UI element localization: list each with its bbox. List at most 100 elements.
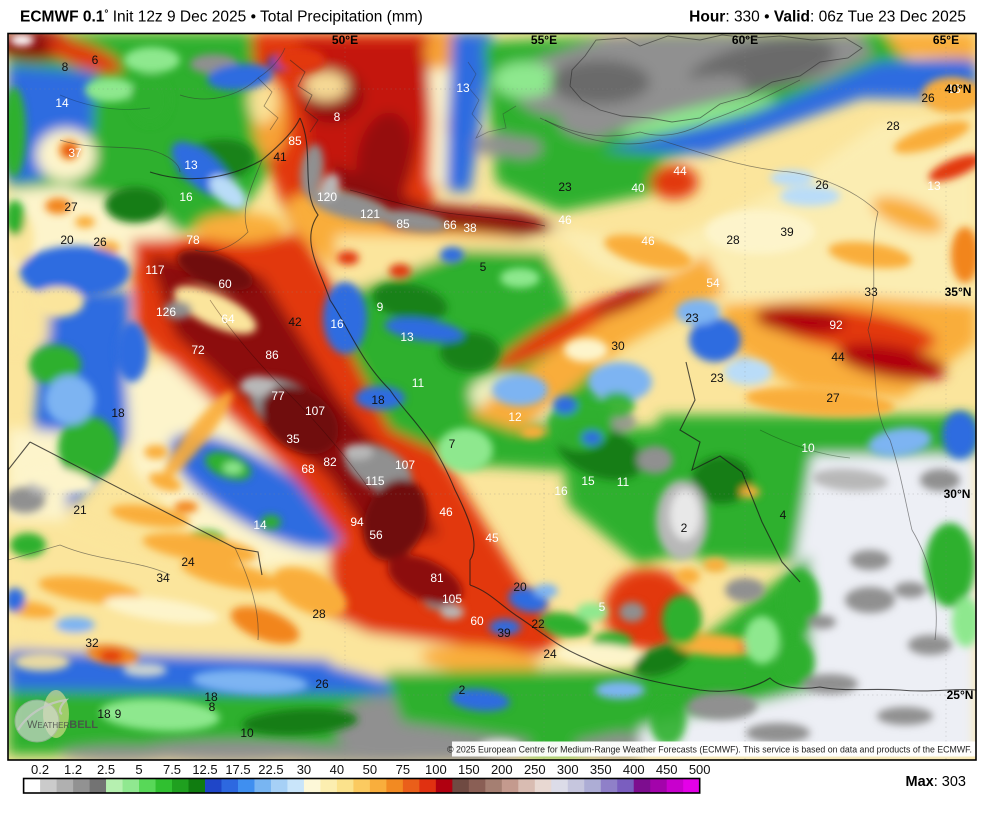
svg-text:68: 68 bbox=[301, 462, 315, 476]
svg-text:60: 60 bbox=[470, 614, 484, 628]
svg-text:2.5: 2.5 bbox=[97, 762, 115, 777]
svg-text:82: 82 bbox=[323, 455, 337, 469]
svg-text:41: 41 bbox=[273, 150, 287, 164]
svg-text:115: 115 bbox=[365, 474, 384, 488]
svg-text:28: 28 bbox=[312, 607, 326, 621]
svg-text:126: 126 bbox=[156, 305, 176, 319]
svg-text:250: 250 bbox=[524, 762, 546, 777]
svg-text:5: 5 bbox=[135, 762, 142, 777]
svg-text:9: 9 bbox=[115, 707, 122, 721]
svg-text:13: 13 bbox=[947, 82, 961, 96]
svg-text:64: 64 bbox=[221, 312, 235, 326]
svg-text:121: 121 bbox=[360, 207, 380, 221]
svg-text:42: 42 bbox=[288, 315, 302, 329]
svg-text:94: 94 bbox=[350, 515, 364, 529]
svg-text:38: 38 bbox=[463, 221, 477, 235]
svg-text:7: 7 bbox=[449, 437, 456, 451]
svg-text:24: 24 bbox=[181, 555, 195, 569]
svg-text:27: 27 bbox=[826, 391, 840, 405]
svg-text:8: 8 bbox=[334, 110, 341, 124]
svg-text:23: 23 bbox=[685, 311, 699, 325]
svg-text:78: 78 bbox=[186, 233, 200, 247]
svg-text:22: 22 bbox=[531, 617, 545, 631]
svg-text:66: 66 bbox=[443, 218, 457, 232]
svg-text:44: 44 bbox=[831, 350, 845, 364]
svg-text:5: 5 bbox=[480, 260, 487, 274]
svg-text:14: 14 bbox=[253, 518, 267, 532]
svg-text:81: 81 bbox=[430, 571, 444, 585]
svg-text:7.5: 7.5 bbox=[163, 762, 181, 777]
svg-text:11: 11 bbox=[412, 376, 425, 390]
svg-text:8: 8 bbox=[209, 700, 216, 714]
svg-text:39: 39 bbox=[780, 225, 794, 239]
svg-text:Max: 303: Max: 303 bbox=[906, 774, 966, 790]
svg-text:107: 107 bbox=[305, 404, 325, 418]
svg-text:27: 27 bbox=[64, 200, 78, 214]
svg-text:28: 28 bbox=[726, 233, 740, 247]
svg-text:117: 117 bbox=[145, 263, 164, 277]
svg-text:50: 50 bbox=[363, 762, 377, 777]
svg-text:ECMWF 0.1° Init 12z 9 Dec 2025: ECMWF 0.1° Init 12z 9 Dec 2025 • Total P… bbox=[20, 9, 423, 26]
svg-text:30: 30 bbox=[297, 762, 311, 777]
svg-text:21: 21 bbox=[73, 503, 87, 517]
svg-text:28: 28 bbox=[886, 119, 900, 133]
svg-text:6: 6 bbox=[92, 53, 99, 67]
svg-text:86: 86 bbox=[265, 348, 279, 362]
svg-text:25°N: 25°N bbox=[947, 688, 974, 702]
svg-text:8: 8 bbox=[62, 60, 69, 74]
svg-text:56: 56 bbox=[369, 528, 383, 542]
svg-text:150: 150 bbox=[458, 762, 480, 777]
svg-text:5: 5 bbox=[599, 600, 606, 614]
svg-text:60: 60 bbox=[218, 277, 232, 291]
svg-text:35: 35 bbox=[286, 432, 300, 446]
svg-text:65°E: 65°E bbox=[933, 33, 959, 47]
svg-text:13: 13 bbox=[184, 158, 198, 172]
svg-text:9: 9 bbox=[377, 300, 384, 314]
svg-text:72: 72 bbox=[191, 343, 205, 357]
svg-text:12: 12 bbox=[508, 410, 522, 424]
svg-text:18: 18 bbox=[97, 707, 111, 721]
svg-text:16: 16 bbox=[554, 484, 568, 498]
svg-text:30°N: 30°N bbox=[944, 487, 971, 501]
svg-text:40: 40 bbox=[631, 181, 645, 195]
svg-text:39: 39 bbox=[497, 626, 511, 640]
svg-text:30: 30 bbox=[611, 339, 625, 353]
svg-text:© 2025 European Centre for Med: © 2025 European Centre for Medium-Range … bbox=[447, 745, 972, 755]
svg-text:45: 45 bbox=[485, 531, 499, 545]
svg-text:20: 20 bbox=[60, 233, 74, 247]
svg-text:33: 33 bbox=[864, 285, 878, 299]
svg-text:46: 46 bbox=[641, 234, 655, 248]
svg-text:34: 34 bbox=[156, 571, 170, 585]
svg-text:10: 10 bbox=[240, 726, 254, 740]
svg-text:13: 13 bbox=[400, 330, 414, 344]
svg-text:105: 105 bbox=[442, 592, 462, 606]
svg-text:85: 85 bbox=[396, 217, 410, 231]
svg-text:75: 75 bbox=[396, 762, 410, 777]
svg-text:18: 18 bbox=[204, 690, 218, 704]
svg-text:35°N: 35°N bbox=[945, 285, 972, 299]
svg-text:16: 16 bbox=[179, 190, 193, 204]
svg-text:450: 450 bbox=[656, 762, 678, 777]
svg-text:24: 24 bbox=[543, 647, 557, 661]
svg-text:100: 100 bbox=[425, 762, 447, 777]
svg-text:350: 350 bbox=[590, 762, 612, 777]
svg-text:20: 20 bbox=[513, 580, 527, 594]
svg-text:4: 4 bbox=[780, 508, 787, 522]
svg-text:37: 37 bbox=[68, 146, 82, 160]
svg-text:2: 2 bbox=[681, 521, 688, 535]
svg-text:26: 26 bbox=[315, 677, 329, 691]
svg-text:26: 26 bbox=[921, 91, 935, 105]
svg-text:16: 16 bbox=[330, 317, 344, 331]
svg-text:46: 46 bbox=[558, 213, 572, 227]
svg-text:15: 15 bbox=[581, 474, 595, 488]
svg-text:54: 54 bbox=[706, 276, 720, 290]
svg-text:46: 46 bbox=[439, 505, 453, 519]
svg-text:17.5: 17.5 bbox=[225, 762, 250, 777]
svg-text:85: 85 bbox=[288, 134, 302, 148]
svg-text:44: 44 bbox=[673, 164, 687, 178]
svg-text:12.5: 12.5 bbox=[192, 762, 217, 777]
svg-text:18: 18 bbox=[371, 393, 385, 407]
svg-text:14: 14 bbox=[55, 96, 69, 110]
svg-text:120: 120 bbox=[317, 190, 337, 204]
svg-text:107: 107 bbox=[395, 458, 415, 472]
